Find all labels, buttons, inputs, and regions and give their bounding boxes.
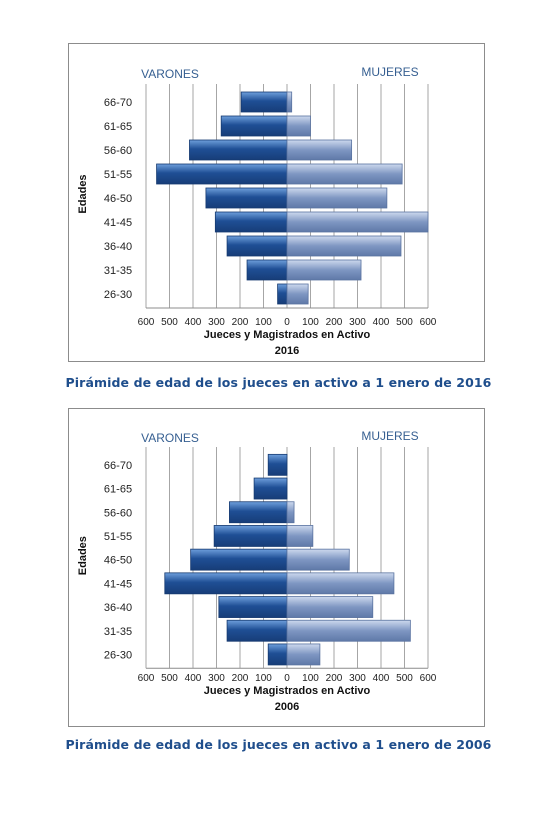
- caption-2016: Pirámide de edad de los jueces en activo…: [65, 375, 492, 390]
- x-tick-label: 600: [420, 317, 437, 328]
- series-label-varones: VARONES: [141, 67, 199, 81]
- y-category-label: 66-70: [104, 460, 132, 472]
- x-tick-label: 200: [326, 317, 343, 328]
- bar-varones-61-65: [253, 477, 288, 500]
- y-category-label: 36-40: [104, 602, 132, 614]
- bar-mujeres-51-55: [286, 525, 314, 547]
- x-tick-label: 300: [208, 673, 225, 684]
- bar-mujeres-26-30: [286, 643, 321, 666]
- bar-varones-41-45: [164, 572, 288, 595]
- bar-varones-31-35: [246, 259, 288, 281]
- bar-mujeres-31-35: [286, 619, 411, 642]
- y-axis-label: Edades: [77, 174, 89, 213]
- chart-2016-svg: 600 500 400 300 200 100 0 100 200 300 400 500 600 26-…: [68, 43, 485, 362]
- x-tick-label: 400: [185, 317, 202, 328]
- x-tick-label: 100: [302, 317, 319, 328]
- bar-varones-36-40: [226, 235, 288, 257]
- bar-mujeres-31-35: [286, 259, 362, 281]
- y-category-label: 61-65: [104, 484, 132, 496]
- y-category-label: 36-40: [104, 241, 132, 253]
- x-tick-label: 100: [302, 673, 319, 684]
- bar-mujeres-26-30: [286, 283, 309, 305]
- x-tick-label: 600: [138, 317, 155, 328]
- x-tick-label: 0: [284, 673, 290, 684]
- x-tick-label: 300: [349, 673, 366, 684]
- x-axis-label: Jueces y Magistrados en Activo: [204, 329, 371, 341]
- bar-mujeres-66-70: [286, 91, 293, 113]
- x-tick-label: 600: [420, 673, 437, 684]
- bar-varones-46-50: [190, 548, 288, 571]
- y-category-label: 31-35: [104, 265, 132, 277]
- x-tick-label: 400: [185, 673, 202, 684]
- bar-mujeres-56-60: [286, 139, 353, 161]
- y-category-label: 31-35: [104, 626, 132, 638]
- series-label-mujeres: MUJERES: [361, 65, 418, 79]
- y-axis-label: Edades: [77, 536, 89, 575]
- bar-varones-41-45: [214, 211, 288, 233]
- y-category-label: 56-60: [104, 507, 132, 519]
- bar-mujeres-36-40: [286, 596, 374, 618]
- bar-varones-46-50: [205, 187, 288, 209]
- bar-mujeres-61-65: [286, 115, 311, 137]
- y-category-label: 56-60: [104, 145, 132, 157]
- bar-varones-26-30: [267, 643, 288, 666]
- bar-varones-51-55: [213, 525, 288, 547]
- y-category-label: 46-50: [104, 555, 132, 567]
- bar-mujeres-41-45: [286, 572, 395, 595]
- x-tick-label: 500: [396, 673, 413, 684]
- x-tick-label: 200: [326, 673, 343, 684]
- chart-2016: 600 500 400 300 200 100 0 100 200 300 400 500 600 26-…: [0, 0, 557, 370]
- chart-2006-svg: 600 500 400 300 200 100 0 100 200 300 400 500 600 26-…: [68, 408, 485, 727]
- x-tick-label: 600: [138, 673, 155, 684]
- x-tick-label: 300: [208, 317, 225, 328]
- x-tick-label: 500: [396, 317, 413, 328]
- x-tick-label: 400: [373, 317, 390, 328]
- bar-varones-66-70: [267, 453, 288, 476]
- caption-2006: Pirámide de edad de los jueces en activo…: [65, 737, 492, 752]
- y-category-label: 46-50: [104, 193, 132, 205]
- x-axis-label: Jueces y Magistrados en Activo: [204, 685, 371, 697]
- y-category-label: 26-30: [104, 649, 132, 661]
- bar-varones-61-65: [220, 115, 288, 137]
- y-category-label: 66-70: [104, 97, 132, 109]
- x-tick-label: 500: [161, 317, 178, 328]
- x-tick-label: 0: [284, 317, 290, 328]
- chart-subtitle-year: 2016: [275, 345, 299, 357]
- series-label-varones: VARONES: [141, 431, 199, 445]
- bar-varones-26-30: [277, 283, 288, 305]
- bar-mujeres-36-40: [286, 235, 402, 257]
- bar-mujeres-41-45: [286, 211, 429, 233]
- bar-varones-66-70: [240, 91, 288, 113]
- x-tick-label: 400: [373, 673, 390, 684]
- y-category-label: 51-55: [104, 531, 132, 543]
- y-category-label: 51-55: [104, 169, 132, 181]
- x-tick-label: 100: [255, 317, 272, 328]
- bar-varones-36-40: [218, 596, 288, 618]
- y-category-label: 41-45: [104, 578, 132, 590]
- bar-varones-51-55: [156, 163, 288, 185]
- series-label-mujeres: MUJERES: [361, 429, 418, 443]
- y-category-label: 61-65: [104, 121, 132, 133]
- x-tick-label: 100: [255, 673, 272, 684]
- bar-varones-56-60: [189, 139, 288, 161]
- x-tick-label: 200: [232, 673, 249, 684]
- bar-varones-56-60: [229, 501, 288, 524]
- bar-mujeres-46-50: [286, 187, 388, 209]
- y-category-label: 26-30: [104, 289, 132, 301]
- bar-mujeres-46-50: [286, 548, 350, 571]
- y-category-label: 41-45: [104, 217, 132, 229]
- bar-mujeres-51-55: [286, 163, 403, 185]
- bar-mujeres-56-60: [286, 501, 295, 524]
- x-tick-label: 300: [349, 317, 366, 328]
- chart-subtitle-year: 2006: [275, 701, 299, 713]
- bar-varones-31-35: [226, 619, 288, 642]
- x-tick-label: 500: [161, 673, 178, 684]
- chart-2006: 600 500 400 300 200 100 0 100 200 300 400 500 600 26-…: [0, 400, 557, 730]
- x-tick-label: 200: [232, 317, 249, 328]
